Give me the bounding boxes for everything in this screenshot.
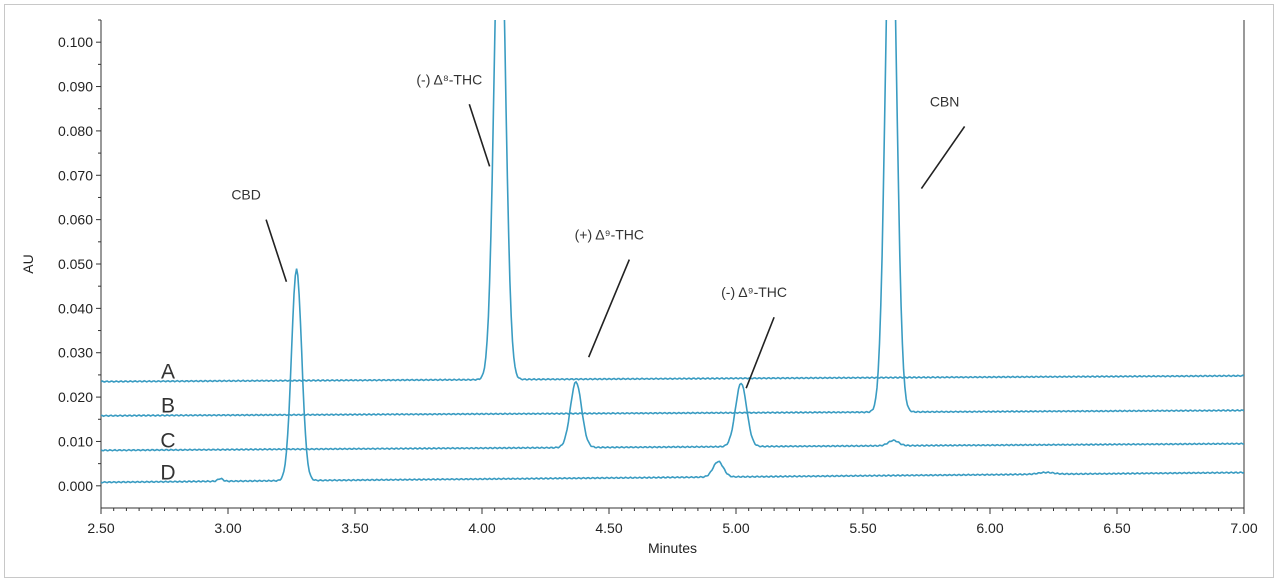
annotation-label: (-) Δ⁸-THC — [416, 71, 482, 87]
y-axis-label: AU — [20, 254, 36, 273]
x-tick-label: 4.00 — [468, 520, 495, 536]
trace-label-d: D — [160, 461, 175, 484]
trace-line-a — [101, 20, 1244, 383]
x-tick-label: 7.00 — [1230, 520, 1257, 536]
traces — [101, 20, 1244, 484]
x-tick-label: 2.50 — [87, 520, 114, 536]
chart-frame — [4, 4, 1274, 578]
trace-line-d — [101, 268, 1244, 484]
x-tick-label: 4.50 — [595, 520, 622, 536]
y-tick-label: 0.070 — [58, 167, 93, 183]
y-tick-label: 0.050 — [58, 256, 93, 272]
y-tick-label: 0.100 — [58, 34, 93, 50]
x-axis-label: Minutes — [648, 540, 697, 556]
annotation-label: CBN — [930, 93, 960, 109]
trace-label-a: A — [161, 361, 175, 384]
x-tick-label: 6.00 — [976, 520, 1003, 536]
annotation-leader — [468, 104, 491, 167]
y-tick-label: 0.090 — [58, 79, 93, 95]
annotation-label: (+) Δ⁹-THC — [575, 227, 644, 243]
y-tick-label: 0.030 — [58, 345, 93, 361]
y-tick-label: 0.020 — [58, 389, 93, 405]
y-tick-label: 0.060 — [58, 212, 93, 228]
y-tick-label: 0.040 — [58, 300, 93, 316]
annotation-leader — [265, 219, 288, 282]
grid-ticks: 0.000 0.010 0.020 0.030 0.040 0.050 0.060 0.070… — [58, 19, 1258, 536]
y-tick-label: 0.010 — [58, 433, 93, 449]
x-tick-label: 3.00 — [214, 520, 241, 536]
annotation-leader — [587, 259, 631, 358]
trace-label-c: C — [160, 429, 175, 452]
x-tick-label: 5.00 — [722, 520, 749, 536]
annotation-label: CBD — [231, 187, 261, 203]
trace-line-b — [101, 20, 1244, 418]
annotation-leader — [920, 126, 966, 190]
y-tick-label: 0.080 — [58, 123, 93, 139]
peak-annotations: CBD (-) Δ⁸-THC (+) Δ⁹-THC (-) Δ⁹-THC CBN — [231, 71, 966, 389]
x-tick-label: 5.50 — [849, 520, 876, 536]
x-tick-label: 3.50 — [341, 520, 368, 536]
annotation-label: (-) Δ⁹-THC — [721, 284, 787, 300]
x-tick-label: 6.50 — [1103, 520, 1130, 536]
annotation-leader — [745, 316, 775, 389]
trace-label-b: B — [161, 395, 175, 418]
y-tick-label: 0.000 — [58, 478, 93, 494]
trace-line-c — [101, 380, 1244, 452]
